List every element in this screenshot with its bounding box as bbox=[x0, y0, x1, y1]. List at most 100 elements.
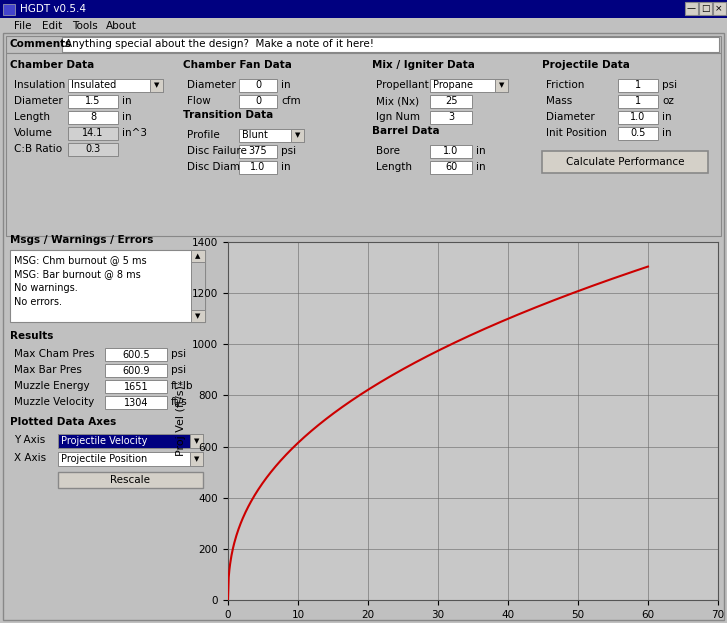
Text: psi: psi bbox=[662, 80, 677, 90]
Text: 0: 0 bbox=[255, 97, 261, 107]
Text: ▲: ▲ bbox=[196, 253, 201, 259]
Text: Y Axis: Y Axis bbox=[14, 435, 45, 445]
Text: psi: psi bbox=[171, 365, 186, 375]
Bar bbox=[105, 364, 167, 377]
Text: Bore: Bore bbox=[376, 146, 400, 156]
Bar bbox=[430, 95, 472, 108]
Text: ▼: ▼ bbox=[194, 438, 200, 444]
Bar bbox=[58, 472, 203, 488]
Bar bbox=[618, 79, 658, 92]
Text: 1.5: 1.5 bbox=[85, 97, 100, 107]
Text: 600.5: 600.5 bbox=[122, 350, 150, 359]
Bar bbox=[6, 53, 721, 236]
Text: Msgs / Warnings / Errors: Msgs / Warnings / Errors bbox=[10, 235, 153, 245]
Text: About: About bbox=[106, 21, 137, 31]
Bar bbox=[239, 129, 304, 142]
Text: Volume: Volume bbox=[14, 128, 53, 138]
Bar bbox=[190, 452, 203, 466]
Bar bbox=[191, 250, 205, 322]
Text: Ign Num: Ign Num bbox=[376, 112, 420, 122]
Text: No warnings.: No warnings. bbox=[14, 283, 78, 293]
Text: C:B Ratio: C:B Ratio bbox=[14, 144, 62, 154]
Text: ▼: ▼ bbox=[154, 82, 160, 88]
Bar bbox=[6, 36, 721, 53]
Text: □: □ bbox=[701, 4, 710, 14]
Text: Insulation: Insulation bbox=[14, 80, 65, 90]
Text: in: in bbox=[662, 112, 672, 122]
Text: 600.9: 600.9 bbox=[122, 366, 150, 376]
Text: Chamber Data: Chamber Data bbox=[10, 60, 95, 70]
Text: in: in bbox=[662, 128, 672, 138]
Text: 375: 375 bbox=[249, 146, 268, 156]
Text: Mass: Mass bbox=[546, 96, 572, 106]
Text: 60: 60 bbox=[445, 163, 457, 173]
Text: 0.5: 0.5 bbox=[630, 128, 646, 138]
Text: Mix / Igniter Data: Mix / Igniter Data bbox=[372, 60, 475, 70]
Bar bbox=[190, 434, 203, 448]
Text: in: in bbox=[122, 96, 132, 106]
Text: in: in bbox=[281, 80, 291, 90]
Bar bbox=[150, 79, 163, 92]
Text: No errors.: No errors. bbox=[14, 297, 62, 307]
Text: Length: Length bbox=[14, 112, 50, 122]
Bar bbox=[699, 2, 712, 15]
Bar bbox=[0, 0, 727, 18]
Bar bbox=[239, 145, 277, 158]
Text: in: in bbox=[122, 112, 132, 122]
Text: Profile: Profile bbox=[187, 130, 220, 140]
Bar bbox=[10, 250, 205, 322]
Y-axis label: Proj Vel (ft/s): Proj Vel (ft/s) bbox=[177, 386, 186, 457]
Text: 25: 25 bbox=[445, 97, 457, 107]
Text: Propane: Propane bbox=[433, 80, 473, 90]
Text: ▼: ▼ bbox=[196, 313, 201, 319]
Bar bbox=[58, 434, 203, 448]
Bar bbox=[105, 396, 167, 409]
Bar bbox=[58, 452, 203, 466]
Text: Barrel Data: Barrel Data bbox=[372, 126, 440, 136]
Text: psi: psi bbox=[281, 146, 296, 156]
Bar bbox=[191, 310, 205, 322]
Text: 3: 3 bbox=[448, 113, 454, 123]
Text: in: in bbox=[476, 162, 486, 172]
Text: Diameter: Diameter bbox=[14, 96, 63, 106]
Bar bbox=[618, 95, 658, 108]
Text: 1: 1 bbox=[635, 97, 641, 107]
Bar bbox=[68, 143, 118, 156]
Bar bbox=[68, 79, 163, 92]
Text: File: File bbox=[14, 21, 31, 31]
Bar bbox=[291, 129, 304, 142]
Text: HGDT v0.5.4: HGDT v0.5.4 bbox=[20, 4, 86, 14]
Bar bbox=[430, 161, 472, 174]
Text: Calculate Performance: Calculate Performance bbox=[566, 157, 684, 167]
Text: ft*lb: ft*lb bbox=[171, 381, 193, 391]
Text: 14.1: 14.1 bbox=[82, 128, 104, 138]
Bar bbox=[618, 111, 658, 124]
Text: 1651: 1651 bbox=[124, 381, 148, 391]
Text: MSG: Chm burnout @ 5 ms: MSG: Chm burnout @ 5 ms bbox=[14, 255, 147, 265]
Text: MSG: Bar burnout @ 8 ms: MSG: Bar burnout @ 8 ms bbox=[14, 269, 141, 279]
Text: Muzzle Energy: Muzzle Energy bbox=[14, 381, 89, 391]
Text: Projectile Data: Projectile Data bbox=[542, 60, 630, 70]
Text: Propellant: Propellant bbox=[376, 80, 429, 90]
Text: ft/s: ft/s bbox=[171, 397, 188, 407]
Bar bbox=[62, 37, 719, 52]
Bar bbox=[239, 161, 277, 174]
Text: Mix (Nx): Mix (Nx) bbox=[376, 96, 419, 106]
Bar bbox=[618, 127, 658, 140]
Text: Disc Failure: Disc Failure bbox=[187, 146, 247, 156]
Text: in: in bbox=[281, 162, 291, 172]
Text: 1304: 1304 bbox=[124, 397, 148, 407]
Text: X Axis: X Axis bbox=[14, 453, 46, 463]
Text: 1.0: 1.0 bbox=[250, 163, 265, 173]
Text: Diameter: Diameter bbox=[187, 80, 236, 90]
Text: psi: psi bbox=[171, 349, 186, 359]
Bar bbox=[713, 2, 726, 15]
Text: ▼: ▼ bbox=[499, 82, 505, 88]
Text: ▼: ▼ bbox=[194, 456, 200, 462]
Text: Comments: Comments bbox=[10, 39, 72, 49]
Bar bbox=[542, 151, 708, 173]
Bar bbox=[430, 111, 472, 124]
Bar bbox=[105, 348, 167, 361]
Text: cfm: cfm bbox=[281, 96, 301, 106]
Text: ×: × bbox=[715, 4, 723, 14]
